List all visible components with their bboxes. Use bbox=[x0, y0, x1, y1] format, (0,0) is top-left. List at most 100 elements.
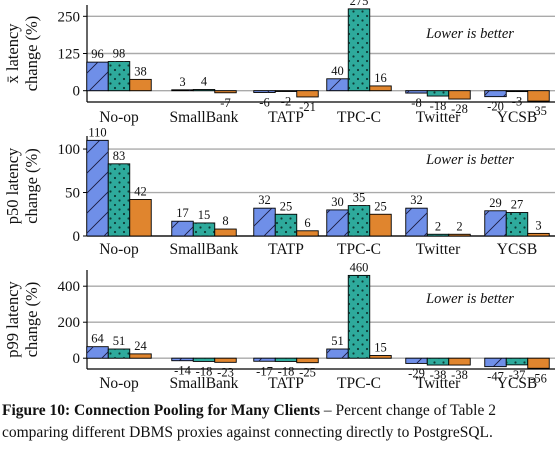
x-category-label: YCSB bbox=[497, 241, 538, 258]
bar-value-label: 6 bbox=[304, 216, 310, 230]
bar-value-label: 38 bbox=[134, 64, 147, 78]
bar-value-label: 35 bbox=[353, 191, 366, 205]
chart-panel-2: 0 50 100 p50 latency change (%) Lower is bett… bbox=[3, 125, 555, 258]
bar-pattern bbox=[275, 214, 297, 236]
bar-value-label: 27 bbox=[511, 198, 524, 212]
bar bbox=[129, 353, 152, 359]
annotation-lower-is-better: Lower is better bbox=[425, 291, 514, 307]
bar bbox=[214, 357, 237, 363]
bar bbox=[527, 90, 550, 102]
x-category-label: No-op bbox=[99, 375, 139, 392]
bar-value-label: -56 bbox=[530, 371, 547, 385]
bar-pattern bbox=[171, 89, 194, 91]
bar-value-label: 98 bbox=[113, 47, 126, 61]
bar-value-label: 64 bbox=[91, 332, 104, 346]
bar-pattern bbox=[484, 90, 507, 97]
x-category-label: TPC-C bbox=[337, 109, 381, 126]
bar-value-label: -21 bbox=[299, 100, 316, 114]
bar-value-label: 96 bbox=[91, 47, 104, 61]
bar-value-label: 29 bbox=[489, 196, 502, 210]
y-tick-label: 0 bbox=[73, 229, 81, 245]
y-tick-label: 200 bbox=[58, 315, 81, 331]
bar-value-label: 51 bbox=[113, 334, 126, 348]
bar-value-label: -25 bbox=[299, 366, 316, 380]
bar bbox=[296, 357, 319, 364]
bar-pattern bbox=[108, 163, 130, 236]
x-category-label: SmallBank bbox=[170, 241, 239, 258]
bar-pattern bbox=[506, 212, 528, 236]
bar-value-label: -20 bbox=[487, 100, 504, 114]
bar bbox=[369, 355, 392, 359]
x-category-label: TATP bbox=[268, 241, 304, 258]
bar-value-label: 2 bbox=[435, 219, 441, 233]
bar-pattern bbox=[506, 90, 528, 92]
bar-value-label: 8 bbox=[222, 214, 228, 228]
bar-pattern bbox=[275, 90, 297, 92]
bar-pattern bbox=[348, 275, 370, 359]
bar-pattern bbox=[348, 8, 370, 91]
bar-pattern bbox=[171, 358, 194, 361]
bar-pattern bbox=[86, 140, 109, 236]
bar-pattern bbox=[171, 221, 194, 236]
bar-value-label: -18 bbox=[278, 364, 295, 378]
y-axis-label-line1: p99 latency bbox=[3, 280, 22, 357]
x-category-label: Twitter bbox=[416, 241, 461, 258]
bar-value-label: 42 bbox=[134, 184, 147, 198]
bar-value-label: -37 bbox=[509, 368, 526, 382]
x-category-label: YCSB bbox=[497, 375, 538, 392]
bar-value-label: 460 bbox=[350, 260, 369, 274]
bar-value-label: 2 bbox=[456, 219, 462, 233]
bar-value-label: 15 bbox=[198, 208, 211, 222]
bar-pattern bbox=[326, 209, 349, 236]
bar-value-label: -38 bbox=[430, 368, 447, 382]
bar-pattern bbox=[326, 78, 349, 91]
bar-value-label: -3 bbox=[512, 95, 522, 109]
bar bbox=[369, 85, 392, 92]
bar-value-label: 16 bbox=[374, 71, 387, 85]
bar-value-label: -6 bbox=[259, 95, 269, 109]
bar-value-label: -7 bbox=[220, 96, 230, 110]
bar-value-label: -8 bbox=[411, 96, 421, 110]
bar-pattern bbox=[193, 222, 215, 236]
bar bbox=[214, 228, 237, 237]
bar bbox=[527, 357, 550, 369]
bar bbox=[129, 78, 152, 92]
bar-value-label: -2 bbox=[281, 94, 291, 108]
y-axis-label-line2: change (%) bbox=[22, 148, 41, 224]
x-category-label: Twitter bbox=[416, 109, 461, 126]
bar-pattern bbox=[506, 358, 528, 365]
bar-pattern bbox=[484, 210, 507, 236]
x-category-label: No-op bbox=[99, 241, 139, 258]
bar-value-label: 3 bbox=[179, 75, 185, 89]
bar-pattern bbox=[253, 90, 276, 93]
bar-value-label: 110 bbox=[88, 125, 106, 139]
bar-pattern bbox=[108, 61, 130, 91]
bar-value-label: -38 bbox=[451, 368, 468, 382]
y-tick-label: 0 bbox=[73, 351, 81, 367]
bar-pattern bbox=[326, 349, 349, 359]
bar-value-label: 32 bbox=[258, 193, 271, 207]
bar-value-label: -28 bbox=[451, 102, 468, 116]
y-axis-label-line1: p50 latency bbox=[3, 147, 22, 224]
bar-pattern bbox=[405, 208, 428, 236]
bar-value-label: 83 bbox=[113, 149, 126, 163]
y-tick-label: 400 bbox=[58, 279, 81, 295]
bar-value-label: 51 bbox=[331, 334, 344, 348]
annotation-lower-is-better: Lower is better bbox=[425, 26, 514, 42]
bar-value-label: 3 bbox=[535, 218, 541, 232]
bar-value-label: 32 bbox=[410, 193, 423, 207]
y-tick-label: 125 bbox=[58, 47, 81, 63]
bar bbox=[129, 199, 152, 237]
bar bbox=[448, 357, 471, 366]
y-tick-label: 250 bbox=[58, 9, 81, 25]
bar-value-label: -47 bbox=[487, 370, 504, 384]
bar bbox=[448, 90, 471, 100]
y-axis-label-line1: x̄ latency bbox=[3, 23, 22, 84]
bar-value-label: -14 bbox=[174, 364, 191, 378]
bar bbox=[214, 90, 237, 94]
annotation-lower-is-better: Lower is better bbox=[425, 152, 514, 168]
y-tick-label: 0 bbox=[73, 84, 81, 100]
bar-value-label: 25 bbox=[374, 199, 387, 213]
x-category-label: YCSB bbox=[497, 109, 538, 126]
